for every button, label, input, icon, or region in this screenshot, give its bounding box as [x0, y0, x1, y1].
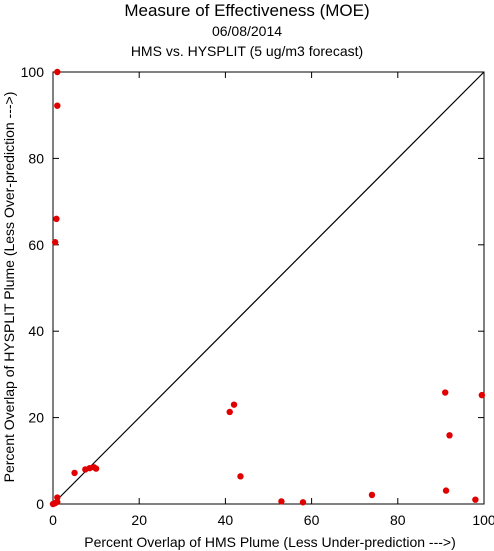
- data-point: [472, 496, 479, 503]
- data-point: [54, 68, 61, 76]
- x-axis-title: Percent Overlap of HMS Plume (Less Under…: [84, 534, 456, 550]
- y-axis-title: Percent Overlap of HYSPLIT Plume (Less O…: [1, 92, 17, 483]
- y-tick-label: 80: [28, 150, 44, 166]
- data-point: [54, 494, 61, 501]
- y-tick-label: 40: [28, 323, 44, 339]
- data-point: [51, 239, 59, 246]
- data-point: [478, 391, 486, 399]
- y-tick-label: 0: [36, 496, 44, 512]
- data-point: [446, 432, 453, 439]
- data-point: [230, 401, 238, 408]
- chart-title: Measure of Effectiveness (MOE): [124, 1, 370, 20]
- data-point: [54, 102, 61, 109]
- data-point: [278, 498, 285, 505]
- plot-frame: [52, 71, 485, 505]
- reference-line: [52, 71, 485, 505]
- data-point: [92, 465, 100, 472]
- x-tick-label: 100: [472, 512, 494, 528]
- x-tick-label: 40: [218, 512, 234, 528]
- x-tick-label: 60: [304, 512, 320, 528]
- chart-subtitle: HMS vs. HYSPLIT (5 ug/m3 forecast): [130, 43, 364, 59]
- x-tick-label: 0: [49, 512, 57, 528]
- data-point: [442, 389, 449, 396]
- x-tick-label: 80: [390, 512, 406, 528]
- data-point: [226, 408, 233, 416]
- data-point: [237, 473, 244, 480]
- data-point: [71, 469, 78, 477]
- data-point: [442, 487, 450, 494]
- y-tick-label: 20: [28, 410, 44, 426]
- data-point: [53, 215, 60, 223]
- data-point: [368, 491, 376, 499]
- x-tick-label: 20: [131, 512, 147, 528]
- chart-date: 06/08/2014: [211, 23, 283, 39]
- y-tick-label: 60: [28, 237, 44, 253]
- plot-area: 0 20 40 60 80 100 0 20 40 60 80 100: [21, 64, 494, 528]
- data-point: [299, 499, 307, 506]
- y-tick-label: 100: [21, 64, 45, 80]
